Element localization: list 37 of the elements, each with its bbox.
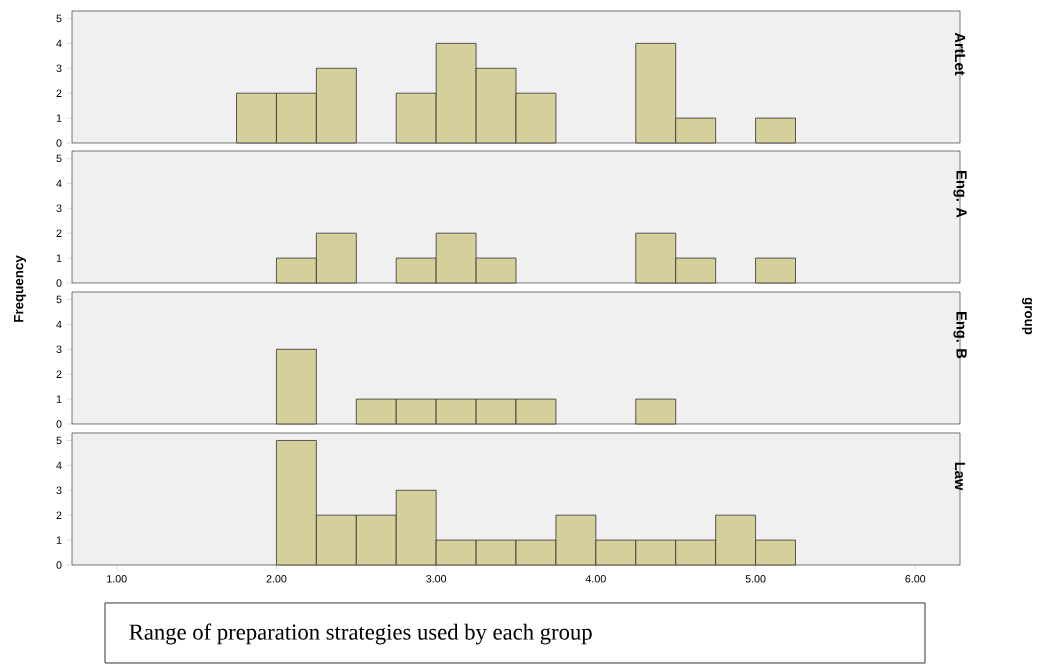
text: Eng. B [953, 312, 967, 359]
y-tick-label: 0 [56, 420, 62, 428]
y2-axis-title: group [1021, 297, 1033, 335]
y-tick-label: 2 [56, 511, 62, 519]
y-tick-label: 4 [56, 179, 62, 188]
y-tick-label: 0 [56, 139, 62, 147]
x-tick-label: 5.00 [745, 575, 766, 583]
y-tick-label: 4 [56, 39, 62, 48]
y-tick-label: 2 [56, 229, 62, 237]
y-tick-label: 0 [56, 279, 62, 287]
y-tick-label: 3 [56, 345, 62, 354]
x-tick-label: 4.00 [585, 575, 606, 583]
y-tick-label: 2 [56, 370, 62, 378]
y-tick-label: 1 [56, 536, 62, 544]
y-tick-label: 1 [56, 114, 62, 122]
y-tick-label: 3 [56, 486, 62, 495]
x-tick-label: 2.00 [266, 575, 287, 583]
y-tick-label: 5 [56, 436, 62, 445]
text: Law [954, 462, 966, 491]
y-tick-label: 5 [56, 14, 62, 23]
y-tick-label: 2 [56, 89, 62, 97]
x-tick-label: 3.00 [426, 575, 447, 583]
y-tick-label: 1 [56, 254, 62, 262]
y-tick-label: 4 [56, 320, 62, 329]
y-tick-label: 1 [56, 395, 62, 403]
y-tick-label: 0 [56, 561, 62, 569]
y-tick-label: 5 [56, 295, 62, 304]
y-tick-label: 3 [56, 204, 62, 213]
y-axis-title: Frequency [14, 255, 26, 322]
text: ArtLet [954, 32, 966, 76]
x-tick-label: 1.00 [107, 575, 127, 583]
text: Range of preparation strategies used by each group [129, 623, 592, 645]
y-tick-label: 3 [56, 64, 62, 73]
x-tick-label: 6.00 [905, 575, 926, 583]
y-tick-label: 4 [56, 461, 62, 470]
y-tick-label: 5 [56, 154, 62, 163]
text: Eng. A [953, 171, 967, 218]
